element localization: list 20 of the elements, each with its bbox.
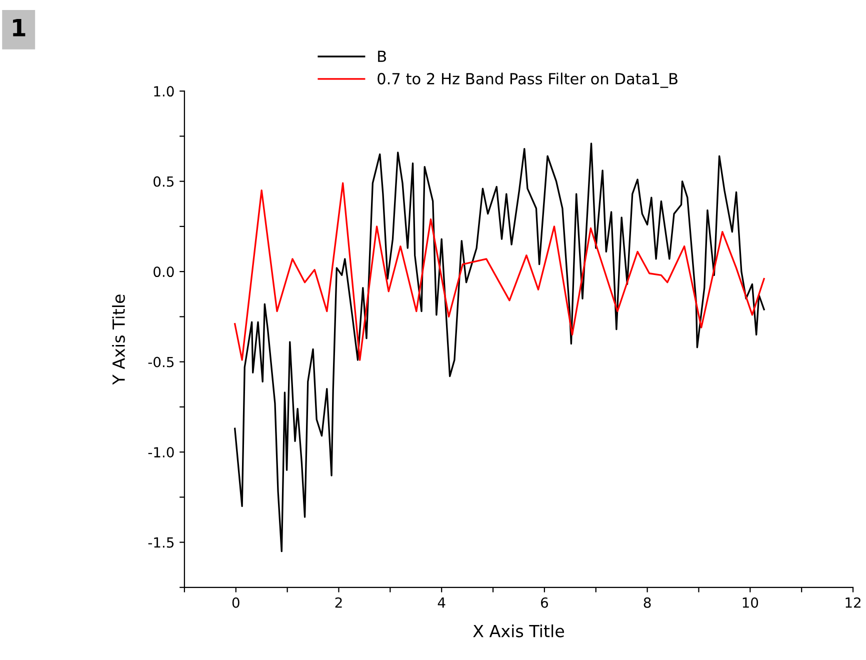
legend-label: B [378,50,386,62]
line-series [234,142,765,552]
x-tick-label: 4 [438,598,446,608]
x-tick-label: 12 [846,597,860,608]
y-tick-label: -0.5 [148,356,174,368]
x-tick-label: 10 [742,597,758,608]
y-axis-title: Y Axis Title [112,294,125,385]
y-tick-label: -1.5 [148,537,174,548]
x-tick-label: 2 [335,597,342,608]
x-tick-label: 6 [541,597,548,608]
x-tick-label: 8 [644,597,651,608]
legend-label: 0.7 to 2 Hz Band Pass Filter on Data1_B [378,72,678,88]
y-tick-label: 0.0 [154,266,174,278]
line-series [234,182,765,361]
x-axis-title: X Axis Title [473,624,564,638]
y-tick-label: 1.0 [154,86,174,97]
y-tick-label: 0.5 [154,176,174,187]
x-tick-label: 0 [232,597,240,608]
text: 1 [13,19,26,36]
y-tick-label: -1.0 [148,447,174,458]
